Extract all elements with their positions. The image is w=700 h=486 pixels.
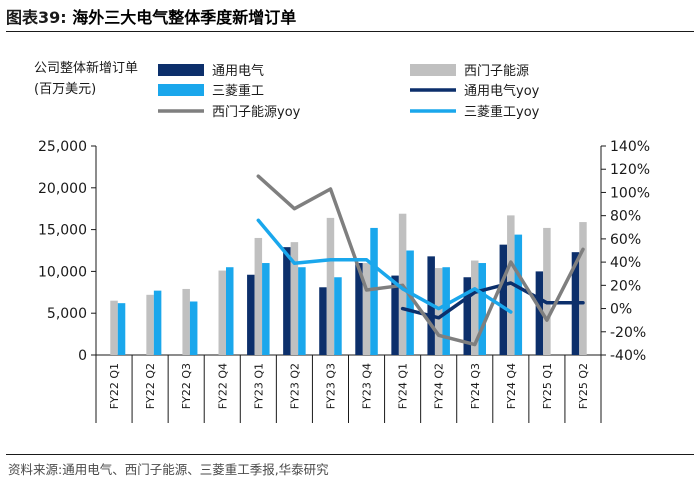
legend-swatch bbox=[158, 84, 204, 96]
x-tick-label: FY24 Q1 bbox=[397, 363, 410, 409]
figure-title: 图表39: 海外三大电气整体季度新增订单 bbox=[6, 4, 296, 28]
bar-西门子能源 bbox=[146, 294, 154, 355]
bar-三菱重工 bbox=[117, 303, 126, 355]
right-tick-label: -40% bbox=[610, 348, 646, 364]
bar-西门子能源 bbox=[471, 260, 479, 355]
left-tick-label: 0 bbox=[78, 348, 87, 364]
bar-西门子能源 bbox=[579, 222, 587, 355]
legend-swatch bbox=[410, 64, 456, 76]
bar-三菱重工 bbox=[370, 227, 378, 355]
bar-三菱重工 bbox=[226, 267, 234, 355]
figure-title-text: 海外三大电气整体季度新增订单 bbox=[72, 8, 297, 27]
bar-西门子能源 bbox=[182, 288, 190, 355]
legend-label: 西门子能源 bbox=[464, 64, 529, 79]
source-note: 资料来源:通用电气、西门子能源、三菱重工季报,华泰研究 bbox=[8, 462, 329, 477]
right-tick-label: 0% bbox=[610, 302, 632, 318]
left-tick-label: 20,000 bbox=[38, 181, 87, 197]
bar-三菱重工 bbox=[189, 301, 198, 355]
left-tick-label: 10,000 bbox=[38, 264, 87, 280]
bar-三菱重工 bbox=[478, 263, 486, 355]
x-tick-label: FY25 Q2 bbox=[577, 363, 590, 409]
bar-通用电气 bbox=[283, 247, 291, 355]
bar-通用电气 bbox=[499, 244, 508, 355]
bottom-rule bbox=[6, 454, 694, 455]
legend-label: 三菱重工 bbox=[212, 83, 264, 99]
bar-通用电气 bbox=[463, 277, 471, 355]
bar-西门子能源 bbox=[218, 270, 226, 355]
right-tick-label: 140% bbox=[610, 139, 650, 155]
right-tick-label: -20% bbox=[610, 325, 646, 341]
right-tick-label: 60% bbox=[610, 232, 641, 248]
left-tick-label: 25,000 bbox=[38, 139, 87, 155]
x-tick-label: FY23 Q3 bbox=[324, 363, 337, 409]
x-tick-label: FY22 Q3 bbox=[180, 363, 193, 409]
x-tick-label: FY24 Q3 bbox=[469, 363, 482, 409]
x-tick-label: FY22 Q2 bbox=[144, 363, 157, 409]
bar-通用电气 bbox=[535, 271, 544, 355]
left-tick-label: 5,000 bbox=[47, 306, 87, 322]
line-三菱重工yoy bbox=[256, 218, 513, 314]
legend-label: 三菱重工yoy bbox=[464, 104, 540, 120]
legend-label: 通用电气 bbox=[212, 63, 264, 79]
top-rule bbox=[6, 31, 694, 32]
right-tick-label: 100% bbox=[610, 185, 650, 201]
x-tick-label: FY25 Q1 bbox=[541, 363, 554, 409]
bar-西门子能源 bbox=[362, 263, 371, 355]
bar-三菱重工 bbox=[262, 263, 270, 355]
bar-西门子能源 bbox=[290, 242, 299, 355]
bar-三菱重工 bbox=[514, 234, 523, 355]
x-tick-label: FY22 Q4 bbox=[216, 363, 229, 409]
right-tick-label: 20% bbox=[610, 278, 641, 294]
figure-number: 图表39: bbox=[6, 8, 67, 27]
x-tick-label: FY23 Q4 bbox=[361, 363, 374, 409]
right-tick-label: 120% bbox=[610, 162, 650, 178]
line-西门子能源yoy bbox=[256, 174, 585, 347]
right-tick-label: 40% bbox=[610, 255, 641, 271]
x-tick-label: FY24 Q2 bbox=[433, 363, 446, 409]
bar-西门子能源 bbox=[434, 268, 443, 355]
bar-通用电气 bbox=[391, 275, 399, 355]
legend-label: 通用电气yoy bbox=[464, 83, 540, 99]
x-tick-label: FY23 Q2 bbox=[288, 363, 301, 409]
bar-三菱重工 bbox=[298, 267, 306, 355]
bar-三菱重工 bbox=[153, 290, 162, 355]
bar-三菱重工 bbox=[334, 277, 342, 355]
bar-西门子能源 bbox=[507, 215, 515, 355]
bar-三菱重工 bbox=[406, 250, 414, 355]
legend-label: 西门子能源yoy bbox=[212, 105, 301, 120]
bar-西门子能源 bbox=[110, 300, 118, 355]
bar-西门子能源 bbox=[326, 217, 335, 355]
bar-通用电气 bbox=[319, 287, 327, 355]
legend-swatch bbox=[158, 64, 204, 76]
bar-西门子能源 bbox=[543, 227, 551, 355]
x-tick-label: FY22 Q1 bbox=[108, 363, 121, 409]
bar-通用电气 bbox=[247, 274, 255, 355]
bar-通用电气 bbox=[355, 263, 363, 355]
line-通用电气yoy bbox=[400, 281, 585, 320]
y-axis-label: 公司整体新增订单(百万美元) bbox=[34, 61, 139, 97]
bar-西门子能源 bbox=[254, 237, 263, 355]
right-tick-label: 80% bbox=[610, 209, 641, 225]
left-tick-label: 15,000 bbox=[38, 223, 87, 239]
x-tick-label: FY24 Q4 bbox=[505, 363, 518, 409]
x-tick-label: FY23 Q1 bbox=[252, 363, 265, 409]
